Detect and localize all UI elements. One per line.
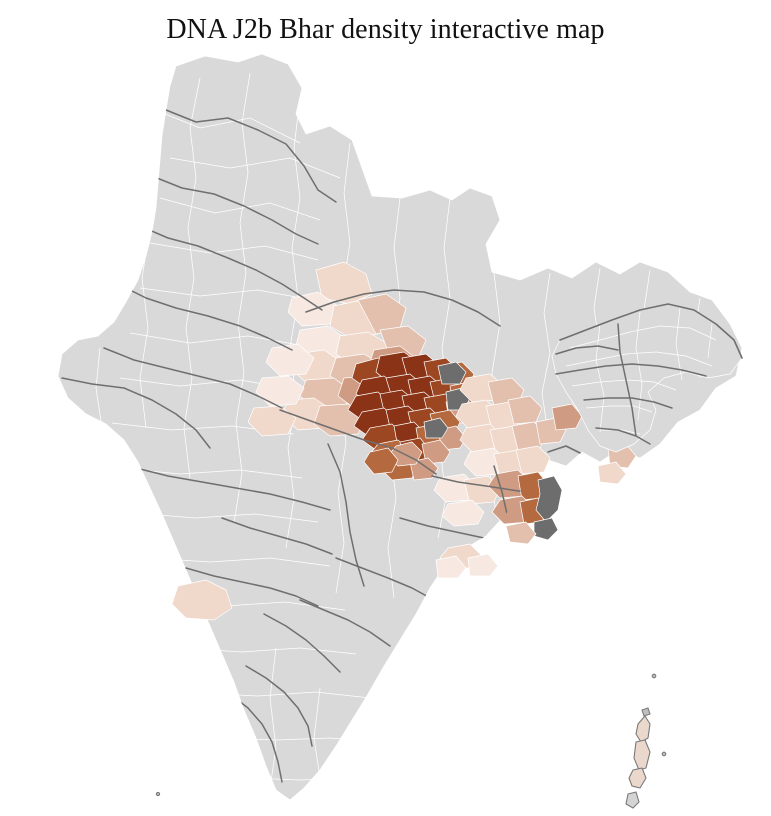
northeast-state-boundaries	[555, 303, 743, 445]
page-title: DNA J2b Bhar density interactive map	[166, 14, 605, 45]
andaman-nicobar-islands[interactable]	[625, 707, 651, 809]
district-group-odisha[interactable]	[435, 543, 499, 579]
district-group-westbengal[interactable]	[487, 469, 563, 545]
india-choropleth-map[interactable]	[0, 48, 771, 816]
district-group-jharkhand[interactable]	[363, 441, 501, 527]
small-islands	[155, 673, 667, 797]
map-landmass	[57, 53, 743, 809]
district-group-bihar[interactable]	[455, 373, 583, 479]
district-group-maharashtra[interactable]	[171, 579, 233, 621]
district-group-low[interactable]	[287, 261, 427, 367]
